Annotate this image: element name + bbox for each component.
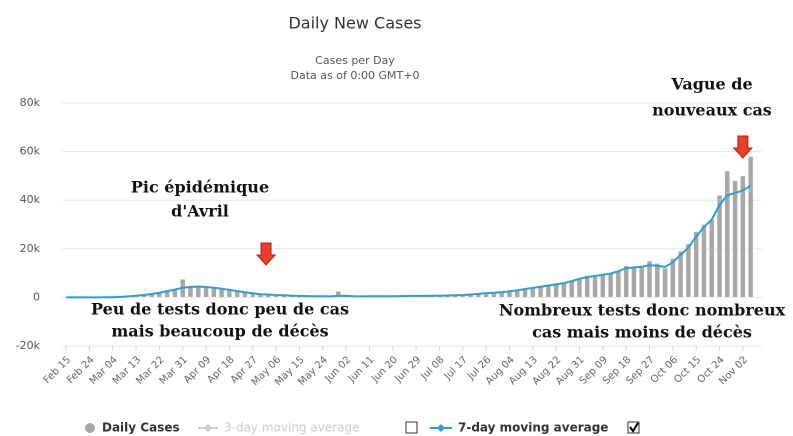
bar [732, 180, 738, 298]
bar [670, 258, 676, 298]
bar [211, 287, 217, 298]
annotations: Pic épidémique d'Avril Vague de nouveaux ca… [91, 75, 786, 342]
y-tick-label: -20k [16, 339, 41, 352]
chart-subtitle: Data as of 0:00 GMT+0 [291, 69, 420, 82]
bar [685, 243, 692, 298]
bar [195, 285, 202, 298]
x-tick-label: Jun 11 [346, 354, 377, 385]
x-tick-label: Jul 08 [418, 354, 446, 382]
y-tick-label: 40k [20, 193, 41, 206]
bar [747, 156, 754, 298]
bar [537, 286, 544, 298]
bar [257, 294, 264, 298]
bar [615, 270, 622, 298]
x-tick-label: Jun 29 [393, 354, 424, 385]
annotation: Pic épidémique [131, 178, 269, 197]
bar [545, 285, 552, 298]
legend-label[interactable]: 7-day moving average [458, 421, 608, 435]
legend-marker [204, 424, 212, 432]
bar [600, 274, 606, 298]
bar [646, 260, 653, 298]
marks [66, 156, 754, 299]
bar [623, 265, 629, 298]
checkbox[interactable] [627, 421, 640, 434]
x-tick-label: Jun 20 [369, 354, 400, 385]
bar [631, 267, 637, 298]
bar [553, 283, 559, 298]
annotation: Vague de [670, 75, 752, 94]
y-tick-label: 0 [33, 290, 40, 303]
legend-marker [437, 424, 445, 432]
bar [740, 175, 746, 298]
bar [693, 231, 699, 298]
bar [592, 276, 598, 298]
legend: Daily Cases 3-day moving average 7-day m… [85, 421, 640, 435]
bar [584, 275, 591, 298]
x-tick-label: Jun 02 [323, 354, 354, 385]
bar [724, 170, 731, 298]
arrow [732, 135, 753, 159]
chart-subtitle: Cases per Day [315, 54, 395, 67]
y-tick-label: 20k [20, 242, 41, 255]
legend-label[interactable]: Daily Cases [102, 421, 180, 435]
annotation: mais beaucoup de décès [111, 322, 328, 341]
annotation: nouveaux cas [652, 101, 772, 120]
bar [218, 288, 225, 298]
bar [701, 224, 707, 298]
annotation: d'Avril [171, 202, 229, 221]
legend-marker [85, 423, 95, 433]
y-tick-label: 60k [20, 145, 41, 158]
bar [654, 263, 661, 298]
bar [638, 265, 645, 298]
bar [607, 272, 614, 298]
bar [576, 277, 583, 298]
bar [708, 219, 715, 298]
moving-average-line [66, 184, 752, 299]
annotation: Nombreux tests donc nombreux [499, 301, 786, 320]
bar [335, 291, 342, 298]
bar [226, 289, 233, 298]
bar [568, 280, 575, 298]
annotation: Peu de tests donc peu de cas [91, 300, 349, 319]
legend-label[interactable]: 3-day moving average [224, 421, 359, 435]
checkmark [629, 422, 639, 433]
bar [662, 267, 668, 298]
bar [677, 250, 684, 298]
checkbox[interactable] [405, 421, 418, 434]
bar [716, 195, 723, 298]
annotation: cas mais moins de décès [532, 323, 752, 342]
x-tick-label: Jul 17 [442, 354, 470, 382]
chart-title: Daily New Cases [288, 14, 421, 33]
arrow [255, 242, 277, 266]
bar [561, 282, 567, 298]
y-tick-label: 80k [20, 96, 41, 109]
